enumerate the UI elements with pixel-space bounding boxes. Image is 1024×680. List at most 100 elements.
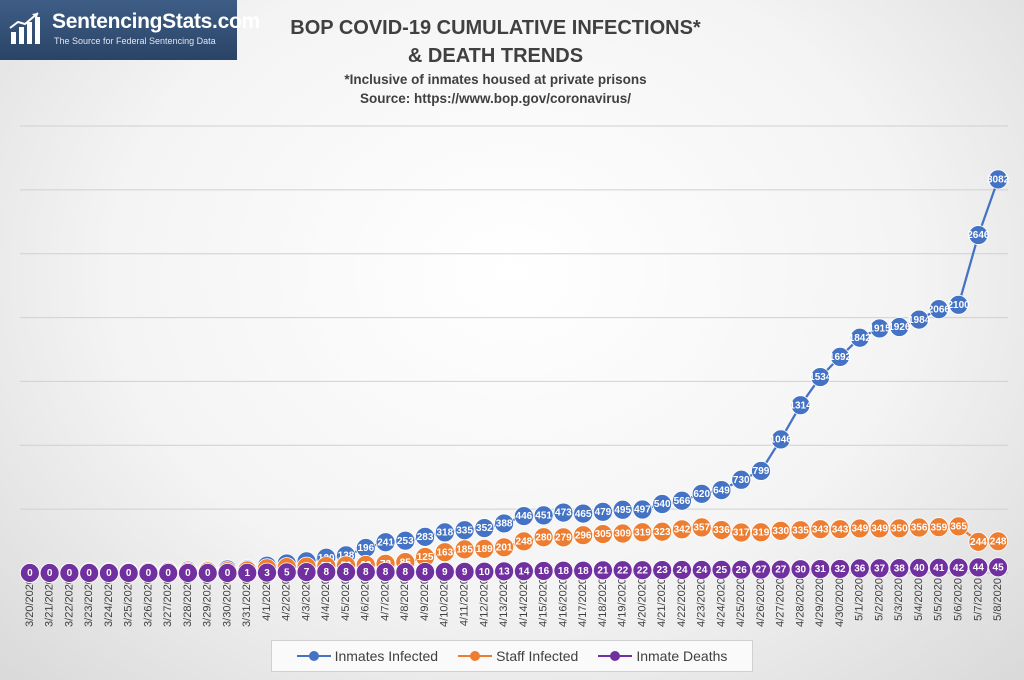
data-label: 357 xyxy=(693,523,710,534)
x-tick-label: 4/26/2020 xyxy=(755,578,767,627)
data-label: 0 xyxy=(86,568,92,579)
legend-item-inmates-infected[interactable]: Inmates Infected xyxy=(296,648,438,664)
data-point xyxy=(355,562,376,582)
data-point xyxy=(849,518,870,539)
data-point xyxy=(257,562,277,583)
data-label: 2066 xyxy=(928,304,951,315)
data-point xyxy=(573,560,594,581)
data-point xyxy=(415,526,435,547)
data-point xyxy=(672,490,692,511)
data-point xyxy=(909,557,929,578)
x-tick-label: 4/11/2020 xyxy=(459,578,471,626)
x-tick-label: 5/2/2020 xyxy=(873,578,885,621)
data-point xyxy=(790,559,811,580)
data-point xyxy=(810,519,831,540)
data-label: 0 xyxy=(47,568,53,579)
legend-item-staff-infected[interactable]: Staff Infected xyxy=(458,648,578,664)
data-label: 0 xyxy=(126,568,132,579)
data-point xyxy=(612,499,633,520)
data-label: 3082 xyxy=(987,175,1010,186)
data-point xyxy=(494,537,515,558)
data-label: 0 xyxy=(146,568,152,579)
data-point xyxy=(928,557,949,578)
legend-label-staff-infected: Staff Infected xyxy=(496,648,579,664)
data-label: 248 xyxy=(990,536,1007,547)
legend-item-inmate-deaths[interactable]: Inmate Deaths xyxy=(598,648,727,664)
x-tick-label: 4/18/2020 xyxy=(597,578,609,627)
data-label: 365 xyxy=(950,522,967,533)
x-tick-label: 5/3/2020 xyxy=(893,578,905,621)
data-point xyxy=(632,522,653,543)
data-label: 185 xyxy=(456,545,473,556)
data-point xyxy=(434,561,455,582)
data-point xyxy=(553,502,574,523)
data-label: 566 xyxy=(674,496,691,507)
data-label: 0 xyxy=(27,568,33,579)
data-point xyxy=(79,563,100,583)
data-label: 0 xyxy=(185,568,191,579)
data-label: 44 xyxy=(973,563,985,574)
x-tick-label: 4/1/2020 xyxy=(261,578,273,621)
data-point xyxy=(395,562,416,582)
x-tick-label: 3/20/2020 xyxy=(24,578,36,627)
data-point xyxy=(178,563,198,583)
x-tick-label: 4/21/2020 xyxy=(656,578,668,627)
data-label: 9 xyxy=(462,567,468,578)
data-point xyxy=(711,520,732,540)
data-label: 799 xyxy=(753,466,770,477)
data-point xyxy=(553,560,574,581)
x-tick-label: 5/8/2020 xyxy=(992,578,1004,621)
x-tick-label: 4/13/2020 xyxy=(498,578,510,627)
logo[interactable]: SentencingStats.com The Source for Feder… xyxy=(0,0,260,60)
legend-swatch-inmate-deaths xyxy=(598,650,633,662)
x-tick-label: 3/28/2020 xyxy=(182,578,194,627)
data-label: 309 xyxy=(614,529,631,540)
data-label: 0 xyxy=(205,568,211,579)
data-label: 8 xyxy=(323,567,329,578)
x-tick-label: 5/6/2020 xyxy=(953,578,965,621)
x-tick-label: 5/1/2020 xyxy=(854,578,866,621)
data-label: 8 xyxy=(383,567,389,578)
data-label: 497 xyxy=(634,505,651,516)
x-tick-label: 3/21/2020 xyxy=(44,578,56,627)
data-point xyxy=(869,318,890,339)
data-label: 336 xyxy=(713,525,730,536)
x-tick-label: 3/29/2020 xyxy=(202,578,214,627)
data-point xyxy=(988,557,1009,578)
data-point xyxy=(889,518,910,539)
data-label: 24 xyxy=(696,565,708,576)
data-point xyxy=(928,517,949,538)
data-label: 317 xyxy=(733,528,750,539)
data-label: 125 xyxy=(417,552,434,563)
data-label: 37 xyxy=(874,563,886,574)
data-point xyxy=(237,562,258,583)
data-point xyxy=(849,558,870,579)
data-label: 730 xyxy=(733,475,750,486)
data-point xyxy=(593,524,613,544)
data-point xyxy=(731,522,752,543)
data-point xyxy=(652,560,673,580)
data-label: 335 xyxy=(792,525,809,536)
data-label: 26 xyxy=(736,565,748,576)
data-point xyxy=(39,563,60,583)
chart-title-line-1: BOP COVID-19 CUMULATIVE INFECTIONS* xyxy=(290,17,701,39)
data-point xyxy=(711,480,732,501)
data-label: 343 xyxy=(832,524,849,535)
x-tick-label: 4/30/2020 xyxy=(834,578,846,627)
data-label: 319 xyxy=(634,527,651,538)
x-tick-label: 4/28/2020 xyxy=(794,578,806,627)
data-point xyxy=(612,523,633,544)
x-tick-label: 5/7/2020 xyxy=(972,578,984,621)
legend-swatch-inmates-infected xyxy=(296,650,331,662)
data-label: 1314 xyxy=(789,400,812,411)
data-point xyxy=(316,562,337,582)
data-point xyxy=(573,503,594,524)
x-tick-label: 4/20/2020 xyxy=(636,578,648,627)
data-label: 23 xyxy=(657,565,669,576)
data-point xyxy=(849,327,870,348)
data-point xyxy=(474,561,495,582)
data-label: 352 xyxy=(476,523,493,534)
data-label: 465 xyxy=(575,509,592,520)
data-label: 27 xyxy=(775,565,787,576)
data-label: 1842 xyxy=(849,333,872,344)
